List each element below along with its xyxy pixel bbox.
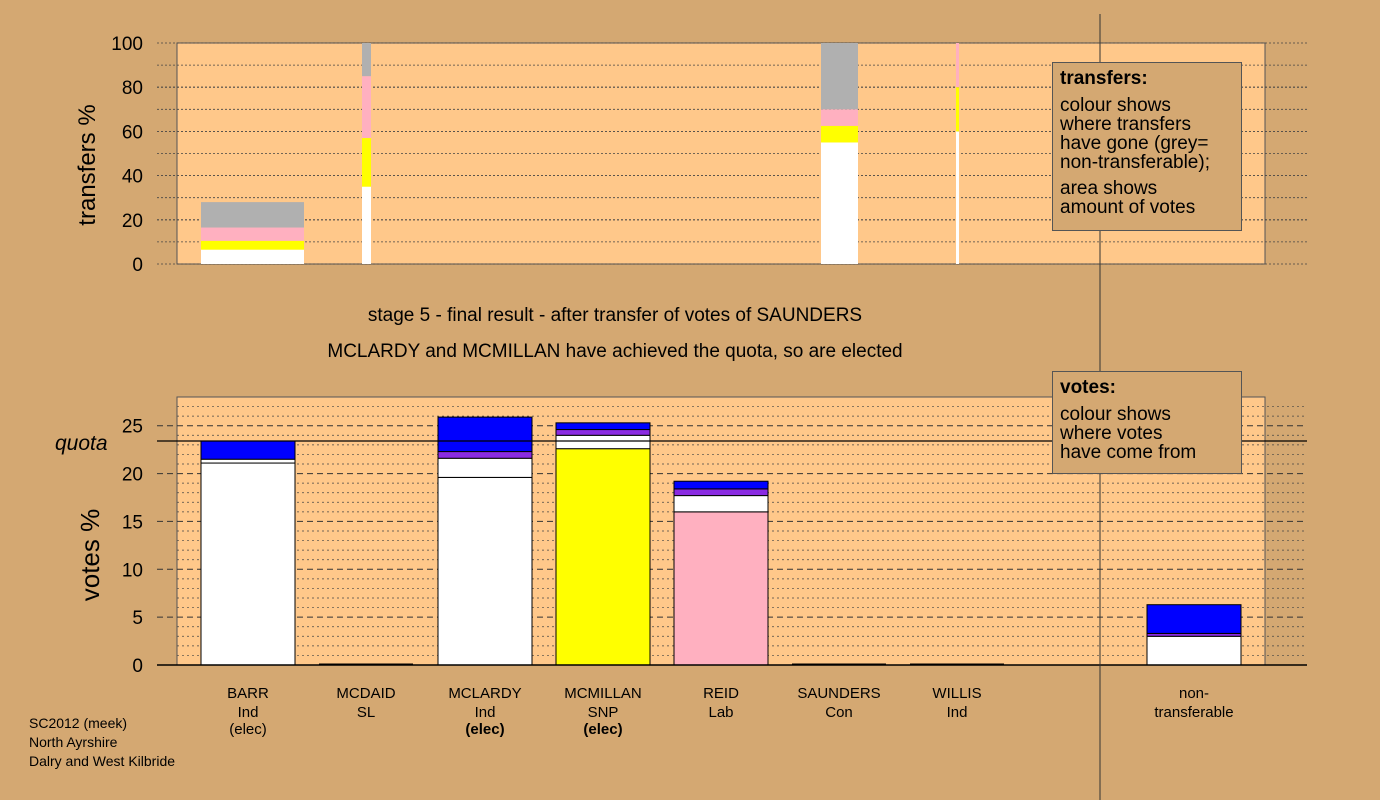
vote-bar-segment <box>437 451 533 459</box>
transfer-bar-segment <box>956 43 959 88</box>
transfer-bar-segment <box>201 249 304 264</box>
transfers-legend-line: colour shows <box>1060 95 1171 116</box>
vote-bar-segment <box>673 495 769 513</box>
candidate-name: transferable <box>1154 704 1233 721</box>
vote-bar-segment <box>200 440 296 460</box>
transfer-bar-segment <box>956 131 959 264</box>
votes-legend-line: where votes <box>1060 423 1163 444</box>
transfers-tick-label: 0 <box>132 255 143 276</box>
candidate-name: REID <box>703 685 739 702</box>
transfer-bar-segment <box>201 240 304 250</box>
candidate-name: MCLARDY <box>448 685 521 702</box>
votes-tick-label: 10 <box>122 560 143 581</box>
candidate-name: MCMILLAN <box>564 685 642 702</box>
votes-tick-label: 0 <box>132 656 143 677</box>
candidate-name: MCDAID <box>336 685 395 702</box>
transfer-bar-segment <box>362 186 371 264</box>
vote-bar-segment <box>437 416 533 453</box>
candidate-party: Ind <box>475 704 496 721</box>
candidate-name: non- <box>1179 685 1209 702</box>
vote-bar-segment <box>673 480 769 490</box>
transfers-legend-line: where transfers <box>1060 114 1191 135</box>
transfers-legend-line: amount of votes <box>1060 197 1196 218</box>
transfers-tick-label: 80 <box>122 78 143 99</box>
vote-bar-segment <box>555 429 651 436</box>
candidate-party: Con <box>825 704 853 721</box>
quota-label: quota <box>55 432 108 455</box>
elected-subtitle: MCLARDY and MCMILLAN have achieved the q… <box>327 341 903 362</box>
candidate-party: Ind <box>238 704 259 721</box>
transfers-tick-label: 20 <box>122 211 143 232</box>
elected-label: (elec) <box>229 721 267 738</box>
vote-bar-segment <box>673 488 769 497</box>
transfer-bar-segment <box>821 43 858 110</box>
transfers-legend-line: non-transferable); <box>1060 152 1210 173</box>
votes-tick-label: 20 <box>122 465 143 486</box>
candidate-party: Lab <box>708 704 733 721</box>
transfers-legend-line: have gone (grey= <box>1060 133 1209 154</box>
footer-line: SC2012 (meek) <box>29 715 128 731</box>
vote-bar-segment <box>200 462 296 666</box>
votes-legend-line: colour shows <box>1060 404 1171 425</box>
votes-axis-label: votes % <box>75 509 105 602</box>
candidate-party: SL <box>357 704 375 721</box>
transfer-bar-segment <box>956 87 959 132</box>
vote-bar-segment <box>437 476 533 666</box>
transfer-bar-segment <box>821 125 858 143</box>
vote-bar-segment <box>1146 635 1242 666</box>
transfer-bar-segment <box>362 138 371 187</box>
vote-bar-segment <box>1146 604 1242 634</box>
transfers-legend: transfers: colour shows where transfers … <box>1052 62 1242 231</box>
votes-tick-label: 5 <box>132 608 143 629</box>
stage-title: stage 5 - final result - after transfer … <box>367 305 863 326</box>
transfer-bar-segment <box>821 142 858 264</box>
vote-bar-segment <box>673 511 769 666</box>
votes-legend-line: have come from <box>1060 442 1197 463</box>
elected-label: (elec) <box>583 721 622 738</box>
footer-line: North Ayrshire <box>29 734 118 750</box>
footer-info: SC2012 (meek) North Ayrshire Dalry and W… <box>29 714 175 771</box>
vote-bar-segment <box>437 457 533 478</box>
transfers-axis-label: transfers % <box>74 104 101 225</box>
transfer-bar-segment <box>201 227 304 241</box>
footer-line: Dalry and West Kilbride <box>29 753 176 769</box>
transfers-tick-label: 100 <box>111 34 143 55</box>
candidate-name: SAUNDERS <box>797 685 880 702</box>
votes-legend-title: votes: <box>1060 377 1116 398</box>
vote-bar-segment <box>200 458 296 464</box>
elected-label: (elec) <box>465 721 504 738</box>
vote-bar-segment <box>555 448 651 666</box>
candidate-name: BARR <box>227 685 269 702</box>
transfer-bar-segment <box>362 43 371 77</box>
votes-tick-label: 15 <box>122 512 143 533</box>
transfer-bar-segment <box>201 202 304 228</box>
vote-bar-segment <box>555 422 651 431</box>
transfers-legend-line: area shows <box>1060 178 1158 199</box>
candidate-party: SNP <box>588 704 619 721</box>
transfers-legend-title: transfers: <box>1060 68 1148 89</box>
votes-tick-label: 25 <box>122 417 143 438</box>
candidate-party: Ind <box>947 704 968 721</box>
candidate-name: WILLIS <box>932 685 981 702</box>
transfers-tick-label: 40 <box>122 167 143 188</box>
transfer-bar-segment <box>362 76 371 139</box>
votes-legend: votes: colour shows where votes have com… <box>1052 371 1242 474</box>
transfers-tick-label: 60 <box>122 122 143 143</box>
transfer-bar-segment <box>821 109 858 126</box>
vote-bar-segment <box>555 434 651 450</box>
